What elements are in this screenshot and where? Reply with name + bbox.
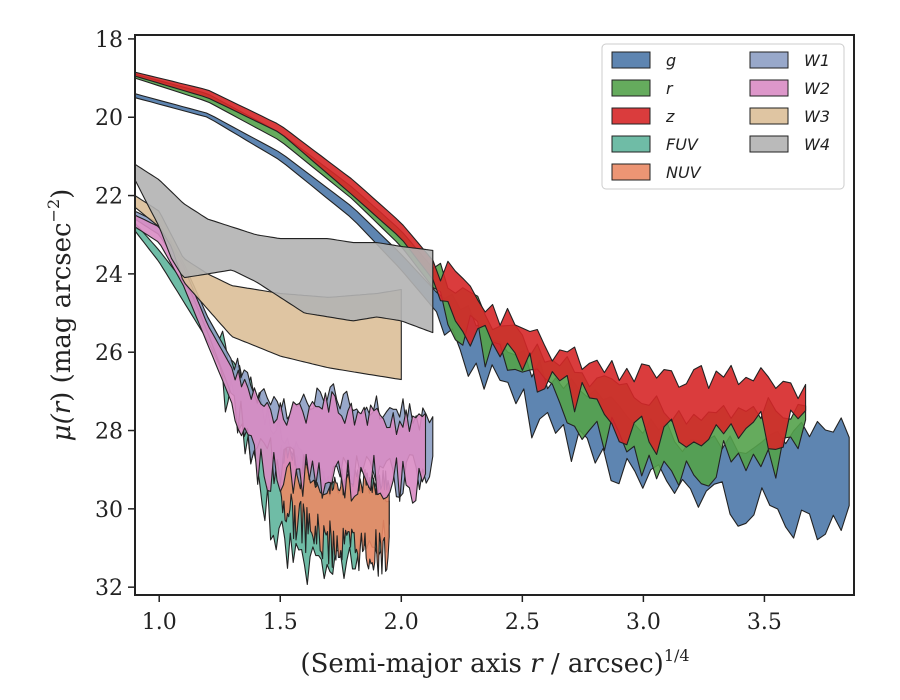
y-tick-label: 20 <box>95 106 123 131</box>
legend-label-w4: W4 <box>804 135 830 154</box>
y-axis-title: μ(r) (mag arcsec−2) <box>44 189 77 442</box>
band-z <box>134 71 807 456</box>
y-axis: 18 20 22 24 26 28 30 32 <box>95 28 135 601</box>
x-tick-label: 2.5 <box>505 610 540 635</box>
y-tick-label: 26 <box>95 341 123 366</box>
legend-label-r: r <box>666 79 674 98</box>
legend-label-w3: W3 <box>804 107 830 126</box>
legend-swatch-w4 <box>749 135 789 153</box>
band-w3 <box>134 195 402 381</box>
x-tick-label: 1.0 <box>142 610 177 635</box>
y-tick-label: 18 <box>95 28 123 53</box>
x-tick-label: 3.0 <box>626 610 661 635</box>
band-nuv <box>279 445 390 577</box>
legend-swatch-g <box>611 51 651 69</box>
band-g <box>134 93 850 541</box>
legend-swatch-r <box>611 79 651 97</box>
legend-swatch-w1 <box>749 51 789 69</box>
x-axis-title: (Semi-major axis r / arcsec)1/4 <box>300 646 689 679</box>
legend-swatch-z <box>611 107 651 125</box>
y-tick-label: 22 <box>95 185 123 210</box>
x-axis: 1.0 1.5 2.0 2.5 3.0 3.5 <box>142 595 782 635</box>
legend-label-w1: W1 <box>804 51 830 70</box>
band-w4 <box>134 163 434 334</box>
legend-label-z: z <box>665 107 675 126</box>
legend: grz FUV NUV W1 W2 W3 W4 <box>601 43 845 190</box>
profile-bands <box>134 71 850 586</box>
x-tick-label: 1.5 <box>263 610 298 635</box>
plot-frame <box>134 34 855 596</box>
y-tick-label: 30 <box>95 498 123 523</box>
legend-label-g: g <box>666 51 676 70</box>
legend-label-nuv: NUV <box>666 163 702 182</box>
y-tick-label: 32 <box>95 576 123 601</box>
y-tick-label: 28 <box>95 420 123 445</box>
band-w2 <box>134 214 427 504</box>
legend-label-w2: W2 <box>804 79 830 98</box>
y-tick-label: 24 <box>95 263 123 288</box>
legend-swatch-w2 <box>749 79 789 97</box>
legend-swatch-w3 <box>749 107 789 125</box>
legend-label-fuv: FUV <box>666 135 699 154</box>
legend-swatch-fuv <box>611 135 651 153</box>
x-tick-label: 3.5 <box>747 610 782 635</box>
legend-swatch-nuv <box>611 163 651 181</box>
x-tick-label: 2.0 <box>384 610 419 635</box>
